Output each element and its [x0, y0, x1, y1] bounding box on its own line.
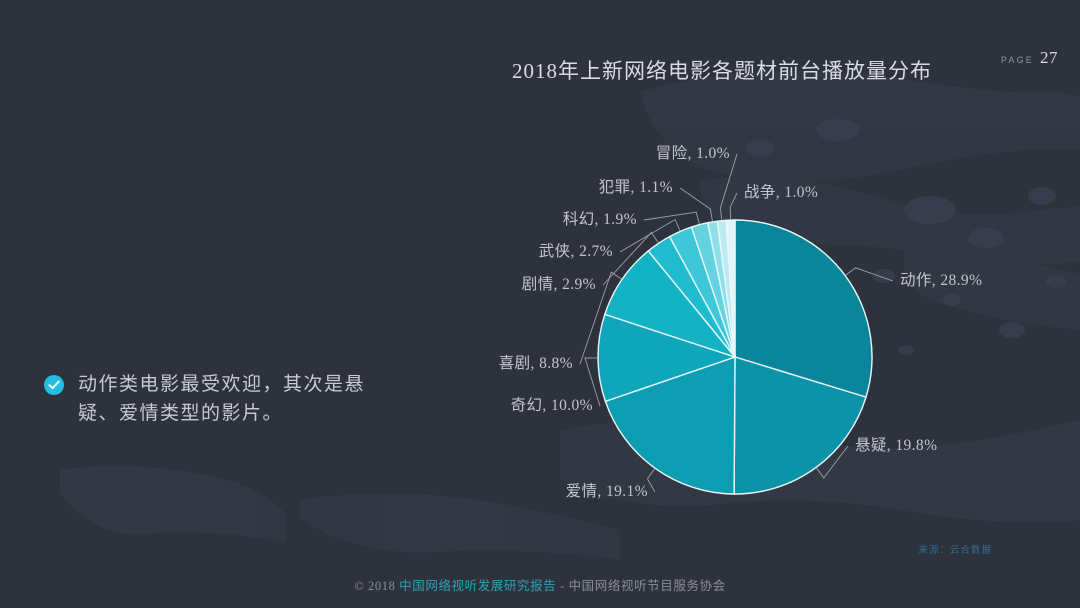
- pie-leader-冒险: [720, 153, 738, 220]
- pie-slice-冒险[interactable]: [716, 219, 736, 358]
- pie-slice-科幻[interactable]: [690, 222, 736, 358]
- pie-label-武侠: 武侠, 2.7%: [539, 242, 613, 260]
- pie-leader-动作: [845, 267, 894, 282]
- check-circle-icon: [44, 375, 64, 395]
- footer-org: 中国网络视听节目服务协会: [568, 579, 726, 593]
- pie-slice-group: [597, 219, 873, 495]
- pie-leader-武侠: [619, 218, 681, 253]
- pie-label-奇幻: 奇幻, 10.0%: [511, 396, 593, 414]
- insight-callout-text: 动作类电影最受欢迎，其次是悬疑、爱情类型的影片。: [78, 374, 366, 425]
- pie-label-悬疑: 悬疑, 19.8%: [855, 436, 937, 454]
- footer-brand: 中国网络视听发展研究报告: [399, 579, 557, 593]
- pie-label-冒险: 冒险, 1.0%: [656, 144, 730, 162]
- pie-label-动作: 动作, 28.9%: [900, 271, 982, 289]
- pie-slice-剧情[interactable]: [647, 235, 736, 358]
- pie-label-爱情: 爱情, 19.1%: [566, 482, 648, 500]
- insight-callout: 动作类电影最受欢迎，其次是悬疑、爱情类型的影片。: [44, 370, 404, 429]
- footer: © 2018 中国网络视听发展研究报告 - 中国网络视听节目服务协会: [0, 575, 1080, 594]
- pie-leader-科幻: [643, 211, 700, 224]
- page-title: 2018年上新网络电影各题材前台播放量分布: [512, 59, 932, 83]
- footer-separator: -: [556, 579, 569, 593]
- pie-label-剧情: 剧情, 2.9%: [522, 275, 596, 293]
- pie-leader-犯罪: [679, 187, 713, 221]
- pie-leader-爱情: [646, 468, 656, 493]
- page-number: PAGE 27: [1001, 48, 1058, 68]
- pie-label-group: 动作, 28.9% 悬疑, 19.8% 爱情, 19.1% 奇幻, 10.0% 喜剧, …: [499, 144, 982, 500]
- pie-leader-line-group: [579, 153, 894, 493]
- page-number-value: 27: [1040, 48, 1058, 67]
- pie-slice-喜剧[interactable]: [604, 250, 736, 358]
- page-number-label: PAGE: [1000, 55, 1034, 65]
- pie-leader-奇幻: [584, 357, 601, 407]
- pie-label-喜剧: 喜剧, 8.8%: [499, 354, 573, 372]
- source-note: 来源：云合数据: [918, 545, 992, 556]
- pie-label-战争: 战争, 1.0%: [744, 183, 818, 201]
- pie-slice-武侠[interactable]: [668, 226, 736, 358]
- pie-label-犯罪: 犯罪, 1.1%: [599, 178, 673, 196]
- pie-label-科幻: 科幻, 1.9%: [563, 210, 637, 228]
- pie-leader-剧情: [602, 231, 659, 286]
- pie-slice-悬疑[interactable]: [733, 356, 867, 495]
- pie-slice-动作[interactable]: [734, 219, 873, 398]
- pie-leader-战争: [729, 192, 738, 220]
- pie-leader-悬疑: [816, 445, 849, 479]
- footer-copyright: © 2018: [354, 579, 400, 593]
- pie-leader-喜剧: [579, 271, 622, 365]
- pie-slice-奇幻[interactable]: [597, 313, 736, 403]
- pie-slice-战争[interactable]: [725, 219, 736, 358]
- pie-slice-犯罪[interactable]: [707, 220, 736, 358]
- pie-slice-爱情[interactable]: [604, 356, 736, 495]
